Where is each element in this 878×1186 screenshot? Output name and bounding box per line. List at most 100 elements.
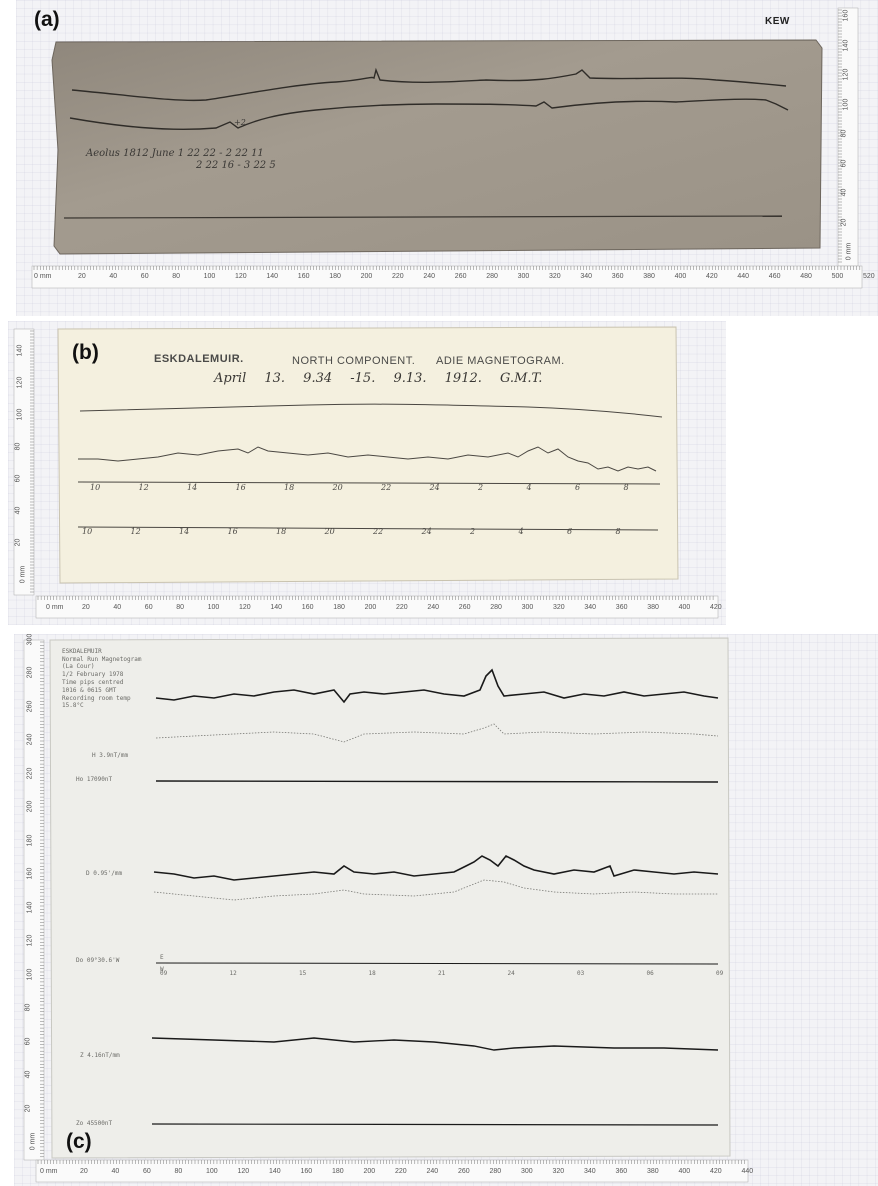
time-label-upper: 2 (478, 483, 484, 492)
ruler-number-c: 80 (174, 1168, 183, 1175)
ruler-vertical-a: 160 (842, 9, 850, 22)
ruler-number-a: 120 (235, 273, 247, 280)
panel-c-graphics (14, 634, 878, 1186)
ruler-number-c: 20 (80, 1168, 88, 1175)
ruler-vertical-b: 80 (14, 442, 22, 451)
ruler-number-c: 340 (584, 1168, 596, 1175)
ruler-number-a: 380 (643, 273, 655, 280)
ruler-vertical-c: 220 (26, 767, 34, 779)
ruler-number-c: 280 (489, 1168, 502, 1175)
ruler-number-a: 160 (297, 273, 310, 280)
ruler-number-a: 140 (266, 273, 279, 280)
ruler-number-a: 260 (454, 273, 467, 280)
ruler-number-c: 360 (615, 1168, 628, 1175)
ruler-number-b: 100 (207, 604, 220, 611)
ruler-number-a: 100 (203, 273, 216, 280)
ruler-vertical-b: 20 (14, 538, 22, 547)
time-label-c: 09 (160, 970, 168, 977)
ruler-vertical-a: 20 (840, 218, 848, 226)
ruler-origin-a: 0 mm (34, 273, 52, 280)
ruler-number-b: 140 (270, 604, 283, 611)
ruler-vertical-b: 60 (14, 474, 22, 483)
ruler-vertical-a: 80 (840, 129, 848, 138)
panel-c: ESKDALEMUIR Normal Run Magnetogram (La Cou… (14, 634, 878, 1186)
ruler-number-b: 160 (301, 604, 314, 611)
ruler-number-c: 260 (458, 1168, 470, 1175)
header-line: 1/2 February 1978 (62, 671, 124, 678)
ruler-number-a: 200 (360, 273, 373, 280)
ruler-number-c: 40 (111, 1168, 120, 1175)
ruler-number-c: 380 (647, 1168, 659, 1175)
header-line: Normal Run Magnetogram (62, 655, 142, 663)
ruler-number-a: 60 (140, 273, 149, 280)
handwritten-date: April 13. 9.34 -15. 9.13. 1912. G.M.T. (214, 371, 543, 386)
ruler-vertical-c: 120 (26, 934, 34, 947)
annotation-mark: +2 (234, 118, 246, 127)
panel-b: (b) ESKDALEMUIR. NORTH COMPONENT. ADIE M… (8, 321, 726, 625)
ruler-number-b: 400 (678, 604, 691, 611)
ruler-vertical-b: 140 (16, 344, 24, 357)
header-line: Recording room temp (62, 694, 131, 702)
ruler-number-c: 440 (741, 1168, 754, 1175)
ruler-vertical-b: 0 mm (19, 565, 27, 584)
time-label-lower: 22 (373, 527, 384, 536)
panel-a: (a) KEW Aeolus 1812 June 1 22 22 - 2 22 … (16, 0, 878, 316)
ruler-number-a: 80 (172, 273, 180, 280)
ruler-vertical-b: 40 (14, 506, 22, 515)
header-line: 1016 & 0615 GMT (62, 686, 117, 694)
time-label-upper: 10 (90, 483, 101, 492)
ruler-number-a: 440 (737, 273, 750, 280)
ruler-number-c: 240 (426, 1168, 439, 1175)
header-line: (La Cour) (62, 663, 95, 670)
panel-label-b: (b) (72, 341, 99, 364)
stamp-station: ESKDALEMUIR. (154, 353, 244, 365)
ruler-number-a: 320 (549, 273, 561, 280)
baseline-label-z: Zo 45500nT (76, 1120, 113, 1127)
ruler-number-b: 20 (82, 604, 90, 611)
ruler-number-c: 320 (552, 1168, 565, 1175)
ruler-vertical-c: 140 (26, 901, 34, 913)
ruler-vertical-a: 120 (842, 68, 850, 81)
ruler-number-b: 220 (396, 604, 408, 611)
ruler-number-c: 400 (678, 1168, 691, 1175)
header-line: Time pips centred (62, 679, 124, 686)
ruler-number-a: 240 (423, 273, 436, 280)
ruler-number-b: 180 (333, 604, 345, 611)
ruler-vertical-a: 140 (842, 39, 850, 51)
ruler-vertical-c: 40 (24, 1070, 32, 1079)
ruler-vertical-b: 100 (16, 408, 24, 421)
ruler-number-a: 40 (109, 273, 118, 280)
ruler-number-c: 180 (332, 1168, 344, 1175)
axis-label-e: E (160, 954, 164, 961)
time-label-lower: 20 (324, 527, 335, 536)
ruler-number-a: 220 (392, 273, 404, 280)
stamp-type: ADIE MAGNETOGRAM. (436, 355, 565, 367)
baseline-label-d: Do 09°30.6'W (76, 957, 120, 964)
time-label-c: 18 (368, 970, 376, 977)
trace-label-d: D 0.95'/mm (86, 870, 123, 877)
ruler-number-b: 260 (458, 604, 471, 611)
ruler-vertical-c: 240 (26, 733, 34, 746)
ruler-number-a: 500 (831, 273, 844, 280)
ruler-number-a: 340 (580, 273, 593, 280)
ruler-vertical-c: 180 (26, 834, 34, 846)
time-label-lower: 24 (421, 527, 432, 536)
ruler-number-c: 140 (269, 1168, 281, 1175)
stamp-component: NORTH COMPONENT. (292, 355, 416, 367)
time-label-c: 06 (646, 970, 654, 977)
magnetogram-header: ESKDALEMUIR Normal Run Magnetogram (La Cou… (62, 648, 141, 710)
time-label-c: 21 (438, 970, 446, 977)
trace-label-h: H 3.9nT/mm (92, 752, 129, 759)
ruler-vertical-a: 100 (842, 98, 850, 110)
header-line: 15.8°C (62, 702, 84, 709)
ruler-number-a: 460 (768, 273, 781, 280)
time-label-lower: 16 (227, 527, 238, 536)
time-label-upper: 18 (284, 483, 295, 492)
ruler-number-b: 80 (176, 604, 184, 611)
ruler-number-c: 200 (363, 1168, 376, 1175)
panel-a-graphics (16, 0, 878, 316)
time-label-upper: 8 (623, 483, 629, 492)
ruler-origin-b: 0 mm (46, 604, 64, 611)
ruler-number-b: 60 (144, 604, 153, 611)
